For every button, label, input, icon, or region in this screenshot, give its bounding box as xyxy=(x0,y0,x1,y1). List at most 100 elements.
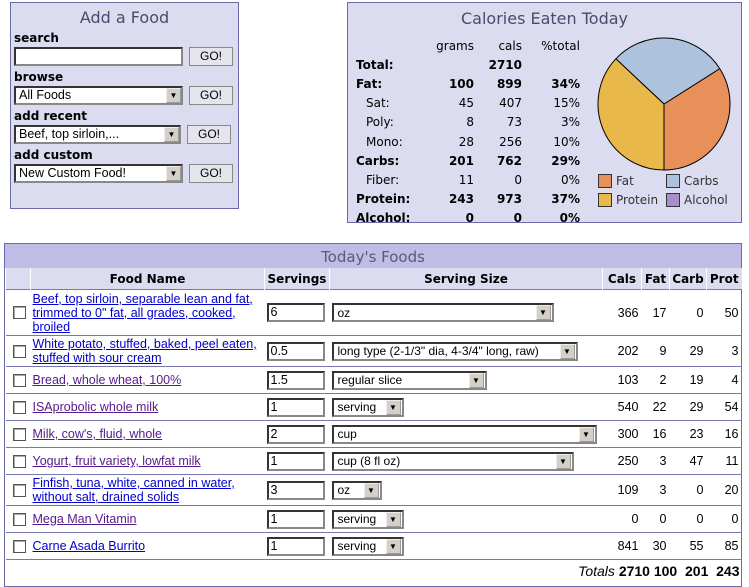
select-cell xyxy=(5,289,31,336)
serving-size-select[interactable]: serving ▼ xyxy=(331,509,404,529)
serving-size-select[interactable]: cup (8 fl oz) ▼ xyxy=(331,451,574,471)
header-pct: %total xyxy=(541,38,580,53)
chevron-down-icon[interactable]: ▼ xyxy=(385,511,401,527)
totals-fat: 100 xyxy=(653,563,678,580)
serving-size-select[interactable]: oz ▼ xyxy=(331,480,382,500)
servings-input[interactable]: 1 xyxy=(266,536,325,556)
food-row: Milk, cow's, fluid, whole 2 cup ▼ 300 16 … xyxy=(5,420,742,448)
food-link[interactable]: White potato, stuffed, baked, peel eaten… xyxy=(32,337,257,365)
serving-size-value: cup (8 fl oz) xyxy=(337,454,401,468)
servings-input[interactable]: 0.5 xyxy=(266,341,325,361)
chevron-down-icon[interactable]: ▼ xyxy=(166,88,181,103)
serving-size-cell: long type (2-1/3" dia, 4-3/4" long, raw)… xyxy=(329,335,603,367)
calories-pct: 0% xyxy=(559,211,580,226)
todays-foods-title: Today's Foods xyxy=(5,244,741,268)
servings-input[interactable]: 1 xyxy=(266,397,325,417)
calories-grams: 243 xyxy=(448,192,474,207)
legend-swatch xyxy=(598,174,612,188)
food-checkbox[interactable] xyxy=(12,400,26,414)
serving-size-select[interactable]: oz ▼ xyxy=(331,303,554,322)
calories-grams: 28 xyxy=(458,134,474,149)
select-cell xyxy=(5,335,31,367)
browse-label: browse xyxy=(14,70,64,84)
totals-cell: Totals 2710 100 201 243 xyxy=(5,559,742,583)
food-link[interactable]: Carne Asada Burrito xyxy=(32,539,146,553)
calories-cals: 762 xyxy=(496,153,522,168)
food-checkbox[interactable] xyxy=(12,483,26,497)
food-row: Carne Asada Burrito 1 serving ▼ 841 30 55… xyxy=(5,532,742,560)
servings-input[interactable]: 1 xyxy=(266,451,325,471)
search-go-button[interactable]: GO! xyxy=(189,47,233,66)
custom-value: New Custom Food! xyxy=(19,166,126,180)
food-checkbox[interactable] xyxy=(12,344,26,358)
servings-input[interactable]: 3 xyxy=(266,480,325,500)
serving-size-select[interactable]: serving ▼ xyxy=(331,536,404,556)
serving-size-value: long type (2-1/3" dia, 4-3/4" long, raw) xyxy=(337,344,539,358)
browse-go-button[interactable]: GO! xyxy=(189,86,233,105)
calories-grams: 45 xyxy=(458,96,474,111)
calories-grams: 100 xyxy=(448,76,474,91)
select-cell xyxy=(5,366,31,394)
food-link[interactable]: Milk, cow's, fluid, whole xyxy=(32,427,163,441)
chevron-down-icon[interactable]: ▼ xyxy=(164,127,179,142)
calories-cals: 256 xyxy=(499,134,522,149)
chevron-down-icon[interactable]: ▼ xyxy=(535,305,551,320)
prot-cell: 50 xyxy=(706,289,742,336)
servings-input[interactable]: 1.5 xyxy=(266,370,325,390)
food-row: Bread, whole wheat, 100% 1.5 regular sli… xyxy=(5,366,742,394)
search-label: search xyxy=(14,31,59,45)
calories-row: Protein: 243 973 37% xyxy=(356,190,580,209)
fat-cell: 22 xyxy=(641,393,670,421)
chevron-down-icon[interactable]: ▼ xyxy=(166,166,181,181)
food-row: Yogurt, fruit variety, lowfat milk 1 cup… xyxy=(5,447,742,475)
recent-go-button[interactable]: GO! xyxy=(187,125,231,144)
fat-cell: 16 xyxy=(641,420,670,448)
recent-select[interactable]: Beef, top sirloin,... ▼ xyxy=(14,125,181,144)
chevron-down-icon[interactable]: ▼ xyxy=(559,343,575,359)
food-checkbox[interactable] xyxy=(12,427,26,441)
food-link[interactable]: Mega Man Vitamin xyxy=(32,512,137,526)
servings-input[interactable]: 2 xyxy=(266,424,325,444)
chevron-down-icon[interactable]: ▼ xyxy=(555,453,571,469)
serving-size-select[interactable]: cup ▼ xyxy=(331,424,597,444)
select-cell xyxy=(5,393,31,421)
calories-pct: 3% xyxy=(560,115,580,130)
serving-size-select[interactable]: long type (2-1/3" dia, 4-3/4" long, raw)… xyxy=(331,341,578,361)
chevron-down-icon[interactable]: ▼ xyxy=(363,482,379,498)
chevron-down-icon[interactable]: ▼ xyxy=(578,426,594,442)
food-link[interactable]: Beef, top sirloin, separable lean and fa… xyxy=(32,291,253,334)
search-input[interactable] xyxy=(14,47,183,66)
serving-size-select[interactable]: serving ▼ xyxy=(331,397,404,417)
food-checkbox[interactable] xyxy=(12,306,26,319)
legend-swatch xyxy=(666,193,680,207)
servings-cell: 6 xyxy=(264,289,330,336)
food-name-cell: Beef, top sirloin, separable lean and fa… xyxy=(30,289,265,336)
food-checkbox[interactable] xyxy=(12,454,26,468)
custom-select[interactable]: New Custom Food! ▼ xyxy=(14,164,183,183)
food-link[interactable]: ISAprobolic whole milk xyxy=(32,400,159,414)
browse-value: All Foods xyxy=(19,88,72,102)
chevron-down-icon[interactable]: ▼ xyxy=(385,399,401,415)
select-cell xyxy=(5,505,31,533)
food-link[interactable]: Yogurt, fruit variety, lowfat milk xyxy=(32,454,201,468)
browse-select[interactable]: All Foods ▼ xyxy=(14,86,183,105)
food-link[interactable]: Bread, whole wheat, 100% xyxy=(32,373,182,387)
serving-size-cell: cup (8 fl oz) ▼ xyxy=(329,447,603,475)
servings-input[interactable]: 1 xyxy=(266,509,325,529)
calories-name: Total: xyxy=(356,57,394,72)
header-servings: Servings xyxy=(264,268,330,290)
food-checkbox[interactable] xyxy=(12,373,26,387)
serving-size-value: serving xyxy=(337,400,377,414)
food-checkbox[interactable] xyxy=(12,512,26,526)
header-cals: cals xyxy=(498,38,522,53)
calories-cals: 0 xyxy=(513,211,522,226)
serving-size-select[interactable]: regular slice ▼ xyxy=(331,370,487,390)
servings-input[interactable]: 6 xyxy=(266,303,325,322)
food-checkbox[interactable] xyxy=(12,539,26,553)
chevron-down-icon[interactable]: ▼ xyxy=(385,538,401,554)
food-name-cell: White potato, stuffed, baked, peel eaten… xyxy=(30,335,265,367)
custom-go-button[interactable]: GO! xyxy=(189,164,233,183)
food-link[interactable]: Finfish, tuna, white, canned in water, w… xyxy=(32,476,235,504)
servings-cell: 1.5 xyxy=(264,366,330,394)
chevron-down-icon[interactable]: ▼ xyxy=(468,372,484,388)
